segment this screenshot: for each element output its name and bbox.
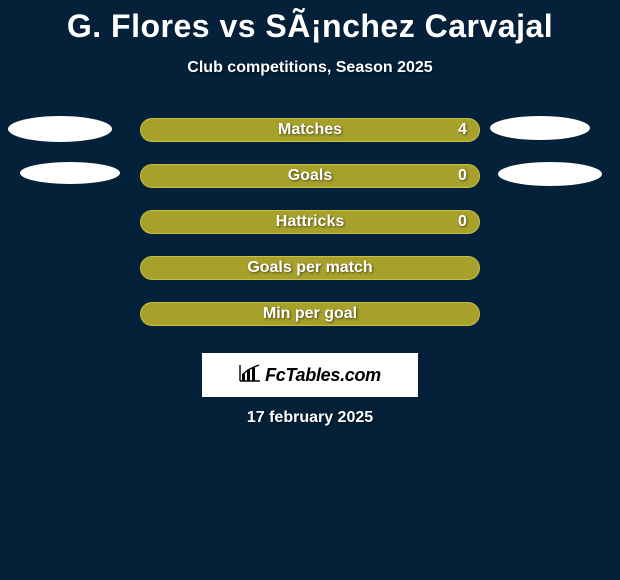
date-label: 17 february 2025 — [247, 409, 373, 427]
stat-row: Goals 0 — [0, 161, 620, 207]
stat-value: 0 — [458, 210, 467, 234]
stat-value: 0 — [458, 164, 467, 188]
stat-value: 4 — [458, 118, 467, 142]
stat-row: Hattricks 0 — [0, 207, 620, 253]
logo-box: FcTables.com — [202, 353, 418, 397]
stat-row: Goals per match — [0, 253, 620, 299]
stat-row: Min per goal — [0, 299, 620, 345]
stats-container: Matches 4 Goals 0 Hattricks 0 Goals per match M… — [0, 115, 620, 345]
left-ellipse — [8, 116, 112, 142]
stat-label: Goals — [288, 164, 332, 188]
left-ellipse — [20, 162, 120, 184]
page-subtitle: Club competitions, Season 2025 — [0, 59, 620, 77]
page-title: G. Flores vs SÃ¡nchez Carvajal — [0, 0, 620, 45]
stat-label: Goals per match — [247, 256, 372, 280]
stat-label: Min per goal — [263, 302, 357, 326]
stat-row: Matches 4 — [0, 115, 620, 161]
stat-label: Matches — [278, 118, 342, 142]
logo-text: FcTables.com — [265, 365, 381, 386]
right-ellipse — [490, 116, 590, 140]
stat-label: Hattricks — [276, 210, 344, 234]
barchart-icon — [239, 364, 261, 387]
right-ellipse — [498, 162, 602, 186]
